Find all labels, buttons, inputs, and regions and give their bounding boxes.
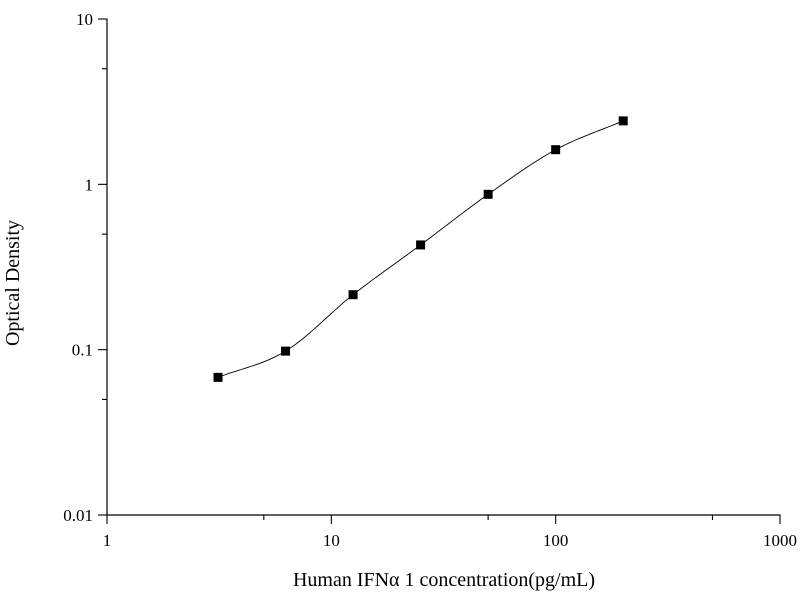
y-axis-title: Optical Density — [2, 220, 24, 346]
data-point — [618, 116, 628, 126]
data-point — [213, 372, 223, 382]
y-tick-label: 0.1 — [72, 341, 93, 360]
x-tick-label: 1 — [103, 531, 112, 550]
x-tick-label: 10 — [323, 531, 340, 550]
data-point — [348, 290, 358, 300]
y-tick-label: 0.01 — [63, 506, 93, 525]
y-tick-label: 1 — [85, 175, 94, 194]
axes — [98, 18, 781, 524]
x-tick-label: 1000 — [763, 531, 797, 550]
x-axis-title: Human IFNα 1 concentration(pg/mL) — [293, 569, 595, 591]
data-point — [551, 145, 561, 155]
data-point — [483, 189, 493, 199]
data-point — [281, 346, 291, 356]
x-tick-label: 100 — [543, 531, 569, 550]
tick-labels: 1 10 100 1000 0.01 0.1 1 10 — [63, 10, 797, 550]
data-points — [213, 116, 628, 382]
data-point — [416, 240, 426, 250]
y-tick-label: 10 — [76, 10, 93, 29]
